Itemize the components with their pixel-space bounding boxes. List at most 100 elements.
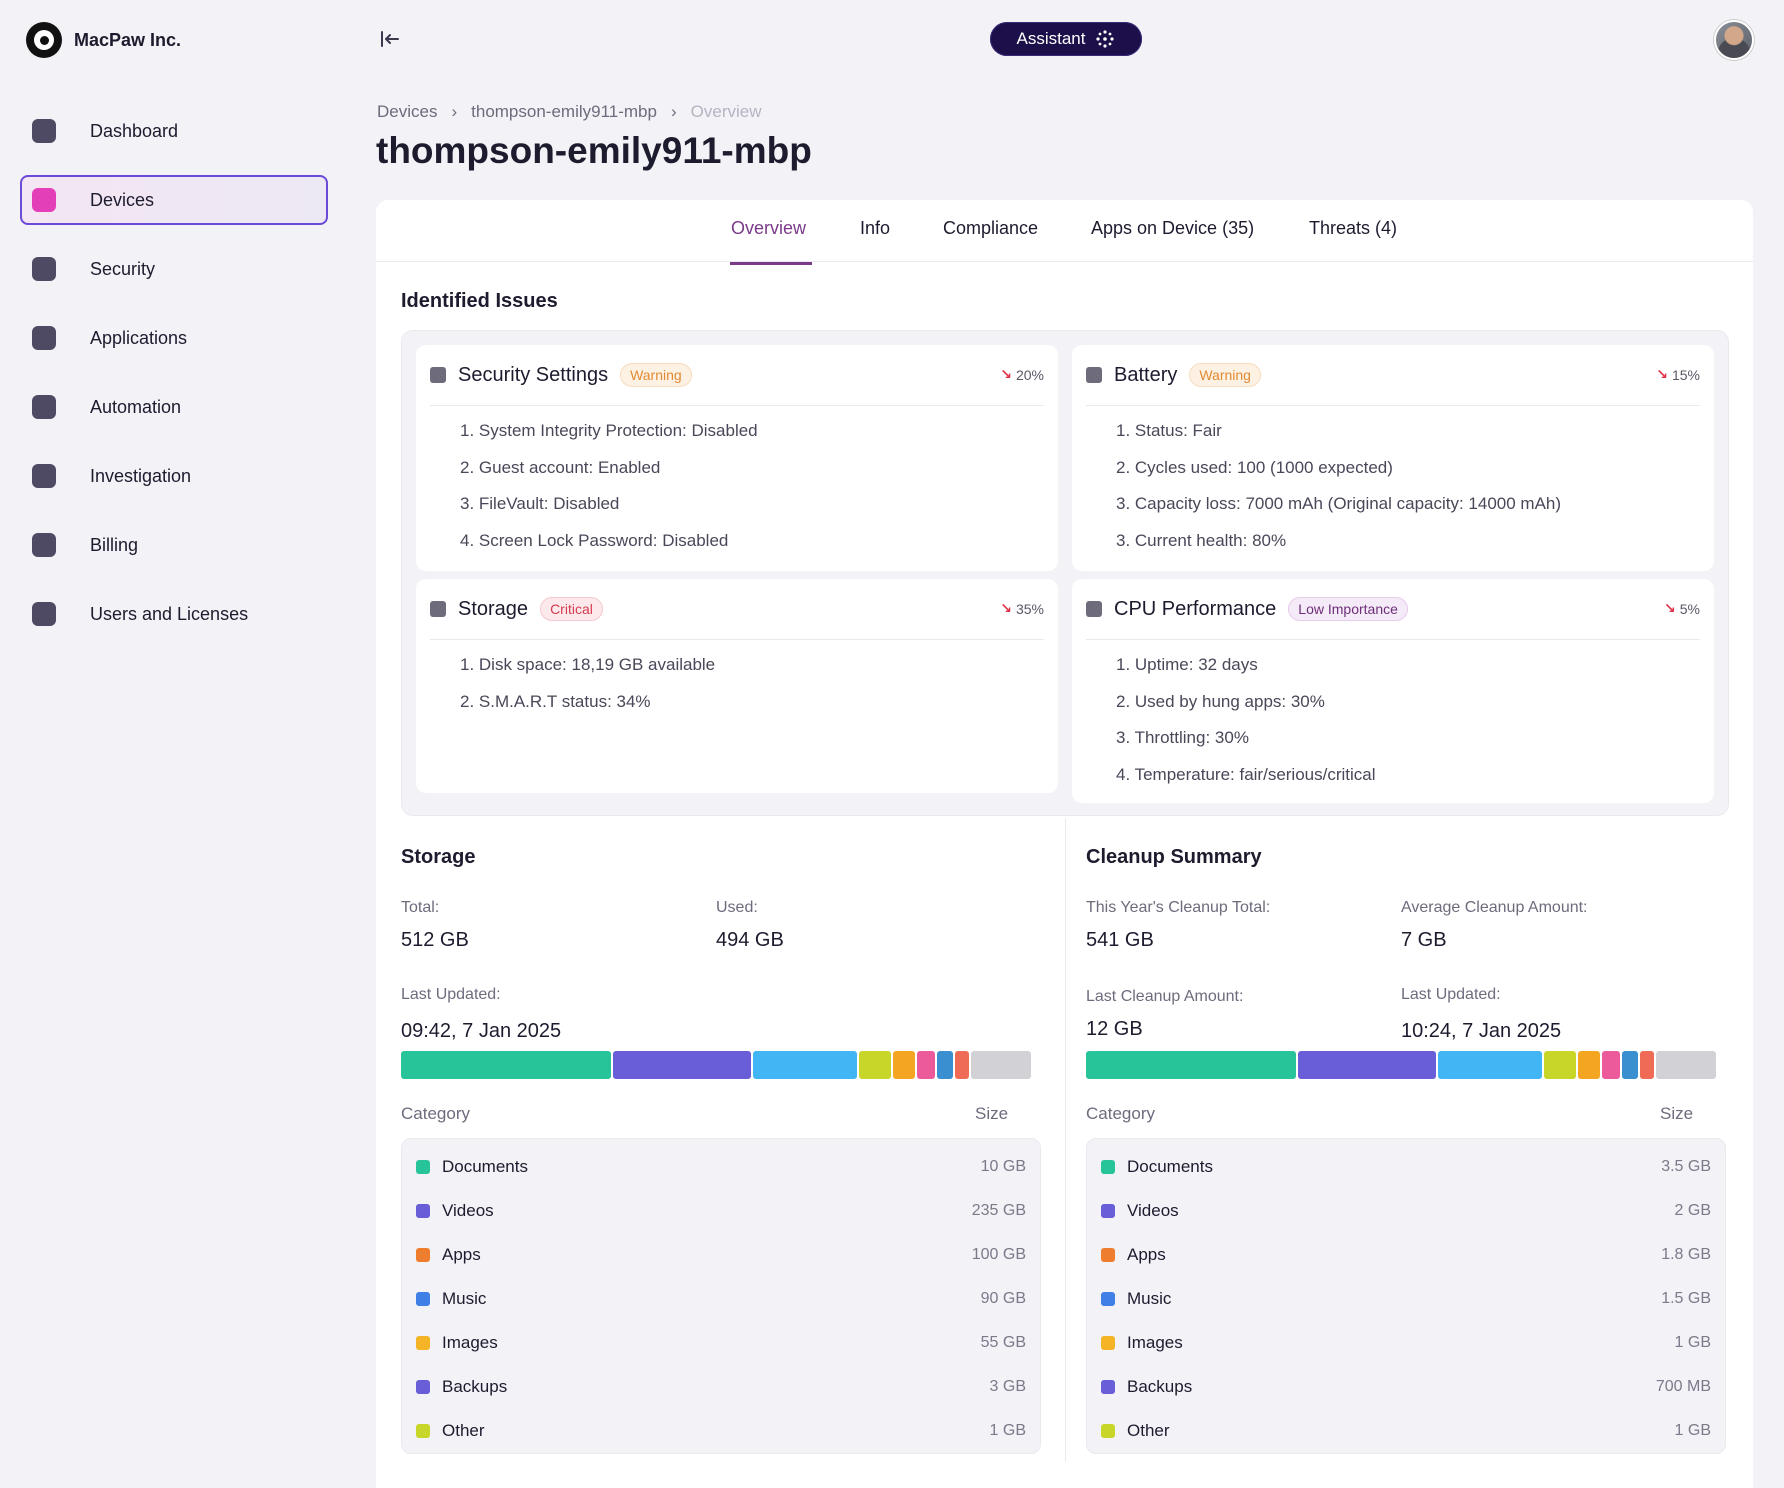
- cleanup-usage-bar: [1086, 1051, 1726, 1079]
- category-row-videos: Videos 235 GB: [416, 1189, 1026, 1233]
- billing-icon: [32, 533, 56, 557]
- category-size: 3 GB: [989, 1378, 1026, 1395]
- category-size: 10 GB: [980, 1158, 1026, 1175]
- category-color-dot: [416, 1336, 430, 1350]
- issue-list: 1. Disk space: 18,19 GB available 2. S.M.…: [460, 655, 715, 728]
- category-row-apps: Apps 100 GB: [416, 1233, 1026, 1277]
- category-size: 700 MB: [1655, 1378, 1711, 1395]
- sidebar-item-automation[interactable]: Automation: [20, 382, 328, 432]
- issue-card-cpu-performance[interactable]: CPU Performance Low Importance ↘ 5% 1. U…: [1072, 579, 1714, 803]
- cleanup-year-total-label: This Year's Cleanup Total:: [1086, 899, 1271, 916]
- storage-total-label: Total:: [401, 899, 440, 916]
- cleanup-bar-segment: [1622, 1051, 1638, 1079]
- issue-item: 1. Status: Fair: [1116, 421, 1222, 440]
- user-avatar[interactable]: [1714, 20, 1754, 60]
- category-name: Apps: [1127, 1245, 1166, 1264]
- cleanup-updated-value: 10:24, 7 Jan 2025: [1401, 1020, 1562, 1042]
- sidebar-item-investigation[interactable]: Investigation: [20, 451, 328, 501]
- issue-card-battery[interactable]: Battery Warning ↘ 15% 1. Status: Fair 2. …: [1072, 345, 1714, 571]
- storage-bar-segment: [753, 1051, 857, 1079]
- issue-divider: [430, 405, 1044, 406]
- storage-size-header: Size: [975, 1104, 1009, 1123]
- tab-info[interactable]: Info: [860, 218, 891, 238]
- issue-divider: [430, 639, 1044, 640]
- warning-icon: [32, 464, 56, 488]
- cleanup-summary-heading: Cleanup Summary: [1086, 846, 1262, 868]
- assistant-label: Assistant: [1016, 29, 1086, 48]
- severity-badge: Low Importance: [1288, 597, 1408, 621]
- category-row-backups: Backups 3 GB: [416, 1365, 1026, 1409]
- sidebar: Dashboard Devices Security Applications Auto…: [20, 100, 328, 658]
- assistant-button[interactable]: Assistant: [990, 22, 1142, 56]
- storage-category-list: Documents 10 GB Videos 235 GB Apps 100 G…: [401, 1138, 1041, 1454]
- storage-bar-segment: [613, 1051, 751, 1079]
- category-size: 1.5 GB: [1661, 1290, 1711, 1307]
- sidebar-item-security[interactable]: Security: [20, 244, 328, 294]
- tab-overview[interactable]: Overview: [731, 218, 807, 238]
- cleanup-updated-label: Last Updated:: [1401, 986, 1501, 1003]
- sidebar-item-devices[interactable]: Devices: [20, 175, 328, 225]
- issue-item: 3. FileVault: Disabled: [460, 494, 620, 513]
- org-logo[interactable]: MacPaw Inc.: [26, 22, 181, 58]
- breadcrumb-devices-link[interactable]: Devices: [377, 102, 438, 121]
- category-name: Music: [1127, 1289, 1172, 1308]
- applications-icon: [32, 326, 56, 350]
- tab-threats[interactable]: Threats (4): [1309, 218, 1398, 238]
- collapse-sidebar-button[interactable]: [378, 27, 402, 51]
- storage-bar-segment: [955, 1051, 969, 1079]
- category-color-dot: [1101, 1336, 1115, 1350]
- breadcrumb-device-link[interactable]: thompson-emily911-mbp: [471, 102, 657, 121]
- issue-divider: [1086, 639, 1700, 640]
- storage-used-label: Used:: [716, 899, 758, 916]
- issue-item: 2. Used by hung apps: 30%: [1116, 691, 1325, 711]
- storage-bar-segment: [917, 1051, 935, 1079]
- category-row-music: Music 90 GB: [416, 1277, 1026, 1321]
- category-name: Videos: [1127, 1201, 1179, 1220]
- category-row-other: Other 1 GB: [1101, 1409, 1711, 1453]
- trend-down-icon: ↘: [1000, 366, 1012, 382]
- issue-item: 4. Temperature: fair/serious/critical: [1116, 764, 1376, 784]
- issue-card-storage[interactable]: Storage Critical ↘ 35% 1. Disk space: 18…: [416, 579, 1058, 793]
- sidebar-item-billing[interactable]: Billing: [20, 520, 328, 570]
- automation-icon: [32, 395, 56, 419]
- category-row-other: Other 1 GB: [416, 1409, 1026, 1453]
- issue-item: 2. Cycles used: 100 (1000 expected): [1116, 457, 1393, 477]
- cleanup-bar-segment: [1578, 1051, 1600, 1079]
- issue-list: 1. System Integrity Protection: Disabled…: [460, 421, 758, 567]
- trend-value: 20%: [1015, 366, 1044, 383]
- cleanup-bar-segment: [1438, 1051, 1542, 1079]
- trend-down-icon: ↘: [1656, 366, 1668, 382]
- category-row-videos: Videos 2 GB: [1101, 1189, 1711, 1233]
- category-size: 1.8 GB: [1661, 1246, 1711, 1263]
- shield-icon: [32, 257, 56, 281]
- storage-bar-segment: [893, 1051, 915, 1079]
- severity-badge: Warning: [1189, 363, 1261, 387]
- storage-usage-bar: [401, 1051, 1041, 1079]
- tab-apps-on-device[interactable]: Apps on Device (35): [1091, 218, 1255, 238]
- category-size: 1 GB: [989, 1422, 1026, 1439]
- cleanup-bar-segment: [1086, 1051, 1296, 1079]
- category-color-dot: [416, 1160, 430, 1174]
- tab-compliance[interactable]: Compliance: [943, 218, 1039, 238]
- issue-list: 1. Status: Fair 2. Cycles used: 100 (1000…: [1116, 421, 1561, 567]
- category-name: Backups: [1127, 1377, 1193, 1396]
- sidebar-item-dashboard[interactable]: Dashboard: [20, 106, 328, 156]
- storage-bar-segment: [401, 1051, 611, 1079]
- category-color-dot: [416, 1292, 430, 1306]
- category-name: Other: [442, 1421, 485, 1440]
- sidebar-item-label: Dashboard: [90, 120, 179, 141]
- cleanup-bar-segment: [1544, 1051, 1576, 1079]
- issue-item: 1. System Integrity Protection: Disabled: [460, 421, 758, 440]
- category-row-images: Images 1 GB: [1101, 1321, 1711, 1365]
- cpu-icon: [1086, 601, 1102, 617]
- issue-card-security-settings[interactable]: Security Settings Warning ↘ 20% 1. Syste…: [416, 345, 1058, 571]
- sidebar-item-label: Automation: [90, 396, 182, 417]
- sidebar-item-users-and-licenses[interactable]: Users and Licenses: [20, 589, 328, 639]
- issue-item: 2. S.M.A.R.T status: 34%: [460, 691, 651, 711]
- macpaw-logo-icon: [26, 22, 62, 58]
- sidebar-item-applications[interactable]: Applications: [20, 313, 328, 363]
- issue-item: 3. Capacity loss: 7000 mAh (Original cap…: [1116, 494, 1562, 513]
- category-color-dot: [416, 1380, 430, 1394]
- users-icon: [32, 602, 56, 626]
- cleanup-bar-segment: [1298, 1051, 1436, 1079]
